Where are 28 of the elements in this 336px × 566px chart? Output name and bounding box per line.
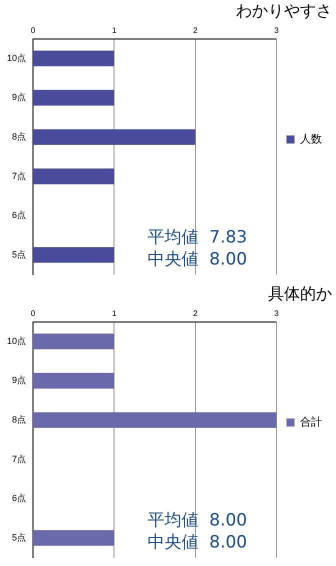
chart-title: 具体的か [268,286,332,304]
x-tick-label: 0 [30,309,36,318]
y-tick-label: 8点 [12,414,26,425]
y-tick-label: 7点 [12,454,26,464]
x-tick-label: 2 [193,26,198,36]
y-tick-label: 6点 [12,493,26,504]
legend-label: 合計 [300,416,322,429]
x-tick-label: 1 [112,309,117,318]
y-tick-label: 5点 [12,249,26,260]
x-tick-label: 2 [193,309,198,318]
y-tick-label: 9点 [12,92,26,102]
annotation: 中央値 8.00 [147,532,248,553]
x-tick-label: 3 [274,26,280,36]
x-tick-label: 0 [30,26,36,36]
y-tick-label: 10点 [6,336,26,346]
annotation: 中央値 8.00 [147,250,248,270]
y-tick-label: 5点 [12,532,26,542]
annotation: 平均値 8.00 [147,510,248,531]
y-tick-label: 6点 [12,210,26,220]
y-tick-label: 9点 [12,375,26,386]
y-tick-label: 7点 [12,170,26,181]
annotation: 平均値 7.83 [147,228,248,248]
legend-label: 人数 [300,134,322,146]
y-tick-label: 8点 [12,132,26,142]
x-tick-label: 3 [274,309,280,318]
x-tick-label: 1 [112,26,117,36]
y-tick-label: 10点 [6,52,26,63]
chart-title: わかりやすさ [236,3,332,20]
